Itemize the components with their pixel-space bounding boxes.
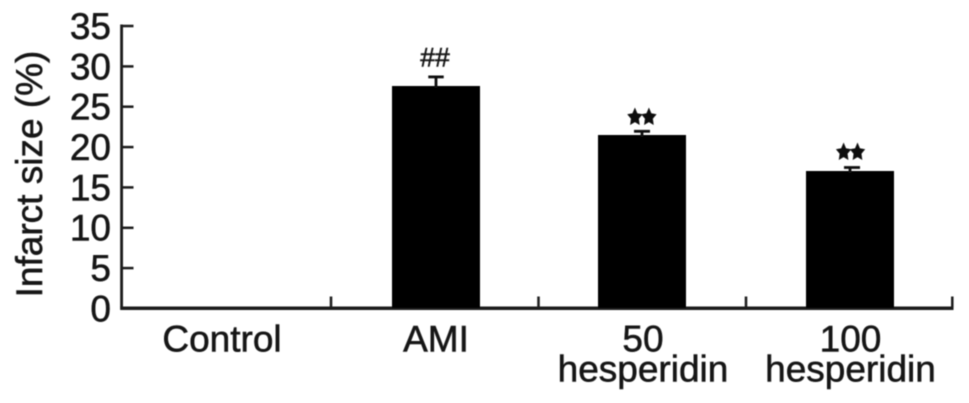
svg-text:15: 15 <box>70 167 111 208</box>
svg-text:0: 0 <box>90 288 111 329</box>
svg-text:10: 10 <box>70 208 111 249</box>
svg-text:100: 100 <box>820 319 882 360</box>
svg-text:25: 25 <box>70 87 111 128</box>
svg-text:30: 30 <box>70 46 111 87</box>
svg-text:Infarct size (%): Infarct size (%) <box>9 51 50 298</box>
svg-text:hesperidin: hesperidin <box>558 349 729 390</box>
svg-text:50: 50 <box>622 319 663 360</box>
svg-text:##: ## <box>420 43 450 73</box>
svg-text:Control: Control <box>162 319 281 360</box>
svg-text:20: 20 <box>70 127 111 168</box>
svg-text:5: 5 <box>90 248 111 289</box>
svg-text:hesperidin: hesperidin <box>765 349 936 390</box>
svg-text:AMI: AMI <box>403 319 469 360</box>
svg-text:35: 35 <box>70 6 111 47</box>
